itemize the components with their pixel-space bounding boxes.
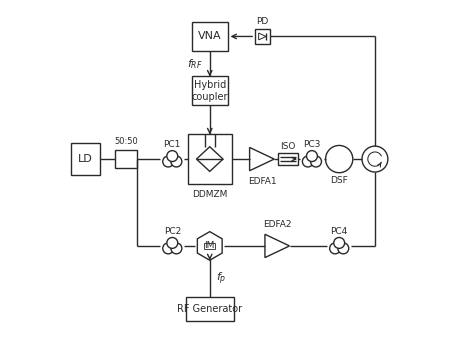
Circle shape xyxy=(362,146,388,172)
Polygon shape xyxy=(265,234,290,258)
Polygon shape xyxy=(259,33,266,40)
Circle shape xyxy=(307,150,318,161)
Polygon shape xyxy=(196,147,223,171)
Circle shape xyxy=(310,156,321,167)
Bar xyxy=(71,143,100,175)
Text: $f_p$: $f_p$ xyxy=(216,270,227,287)
Polygon shape xyxy=(250,147,274,171)
Text: VNA: VNA xyxy=(198,31,221,41)
Circle shape xyxy=(167,150,178,161)
Circle shape xyxy=(329,243,340,254)
Bar xyxy=(192,22,228,51)
Text: EDFA2: EDFA2 xyxy=(264,220,292,229)
Text: 50:50: 50:50 xyxy=(114,136,138,146)
Text: PC4: PC4 xyxy=(330,227,348,236)
Bar xyxy=(255,29,270,44)
Bar xyxy=(278,154,298,165)
Bar xyxy=(192,77,228,105)
Text: IM: IM xyxy=(205,241,215,250)
Text: Hybrid
coupler: Hybrid coupler xyxy=(191,80,228,102)
Text: PC3: PC3 xyxy=(303,140,320,149)
Circle shape xyxy=(171,243,182,254)
Text: ISO: ISO xyxy=(281,142,296,151)
Circle shape xyxy=(326,145,353,173)
Text: RF Generator: RF Generator xyxy=(177,304,242,314)
Circle shape xyxy=(334,237,345,248)
Text: DSF: DSF xyxy=(330,176,348,185)
Circle shape xyxy=(163,156,173,167)
Circle shape xyxy=(163,243,173,254)
Polygon shape xyxy=(197,232,222,260)
Bar xyxy=(115,150,137,169)
Circle shape xyxy=(171,156,182,167)
Text: PC1: PC1 xyxy=(164,140,181,149)
Text: EDFA1: EDFA1 xyxy=(248,177,277,186)
Text: DDMZM: DDMZM xyxy=(192,190,228,199)
Text: $f_{RF}$: $f_{RF}$ xyxy=(187,57,203,70)
Circle shape xyxy=(338,243,349,254)
Text: PD: PD xyxy=(256,17,269,26)
Text: PC2: PC2 xyxy=(164,227,181,236)
Bar xyxy=(186,297,234,321)
Bar xyxy=(188,134,232,184)
Bar xyxy=(204,243,216,249)
Circle shape xyxy=(167,237,178,248)
Text: LD: LD xyxy=(78,154,93,164)
Circle shape xyxy=(302,156,313,167)
